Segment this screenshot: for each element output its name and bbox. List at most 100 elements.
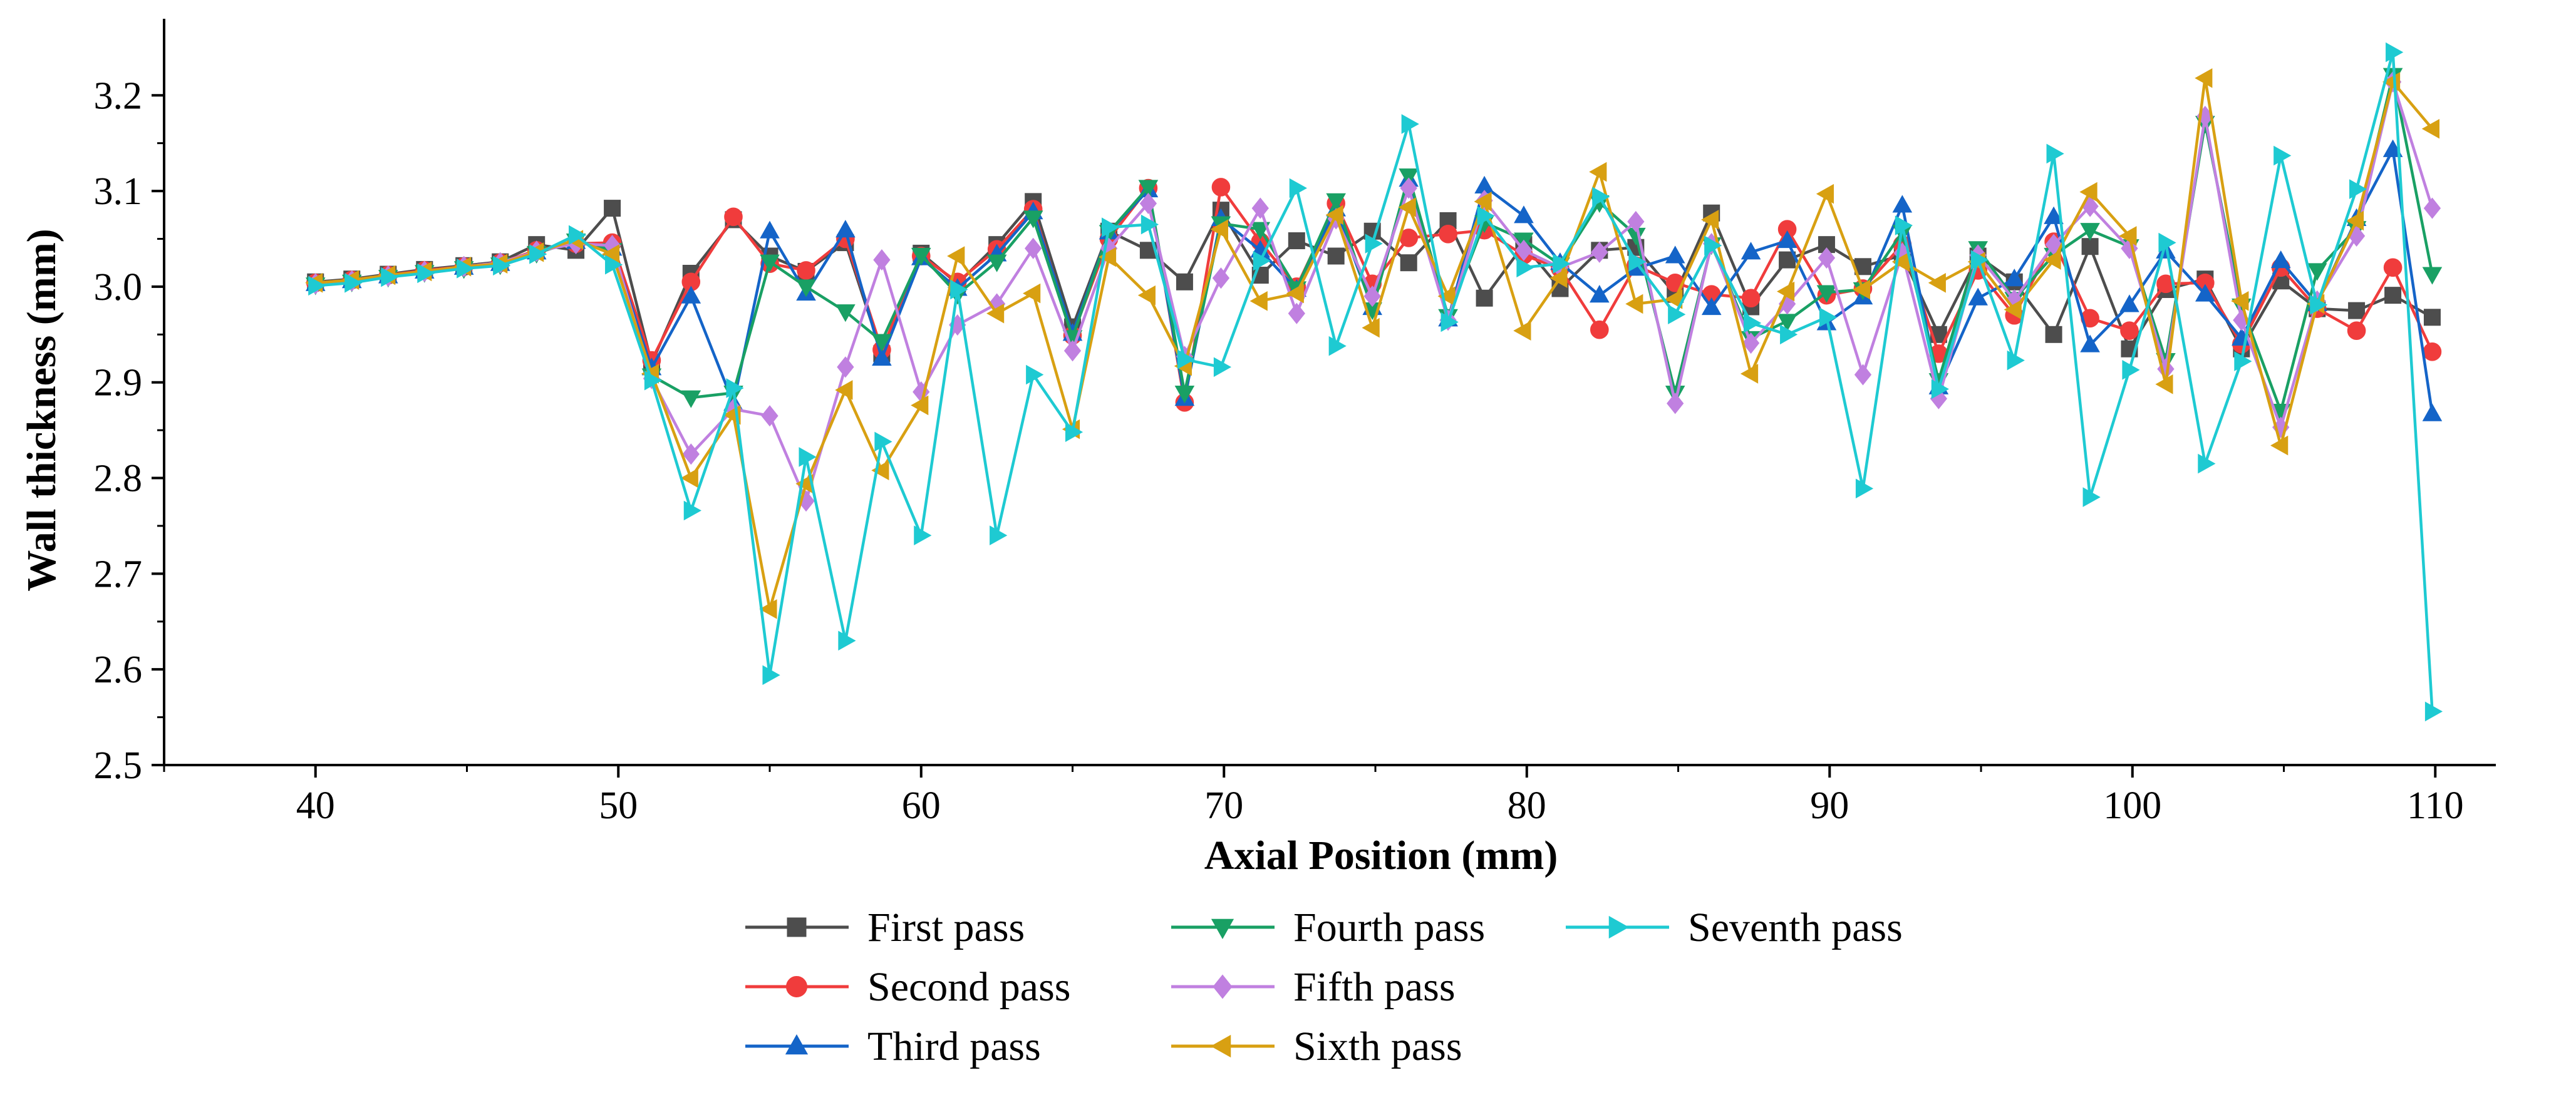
data-point xyxy=(2044,206,2064,224)
data-point xyxy=(1251,267,1269,284)
data-point xyxy=(1141,214,1159,235)
data-point xyxy=(873,249,891,271)
data-point xyxy=(2080,223,2100,241)
data-point xyxy=(1892,195,1913,213)
data-point xyxy=(1023,283,1041,304)
data-point xyxy=(2386,42,2404,63)
data-point xyxy=(761,405,778,427)
data-point xyxy=(835,220,856,238)
data-point xyxy=(2349,179,2367,199)
series-sixth-pass xyxy=(305,68,2440,619)
data-point xyxy=(990,525,1008,546)
x-tick-label: 60 xyxy=(902,784,941,827)
legend-swatch-marker xyxy=(1211,918,1234,940)
data-point xyxy=(872,347,892,366)
data-point xyxy=(683,500,701,521)
data-point xyxy=(2043,250,2061,270)
data-point xyxy=(1400,177,1417,199)
data-point xyxy=(2423,309,2441,326)
data-point xyxy=(762,665,780,686)
data-point xyxy=(2081,238,2099,255)
legend-label: Seventh pass xyxy=(1688,905,1903,950)
data-point xyxy=(605,254,623,275)
x-tick-label: 70 xyxy=(1204,784,1243,827)
legend-swatch-marker xyxy=(785,1034,809,1055)
data-point xyxy=(1741,242,1761,260)
data-point xyxy=(2004,299,2022,320)
data-point xyxy=(1025,237,1042,259)
data-point xyxy=(1363,285,1381,307)
data-point xyxy=(1780,324,1798,345)
data-point xyxy=(381,267,399,287)
data-point xyxy=(1589,162,1607,182)
data-point xyxy=(681,390,701,408)
data-point xyxy=(1741,289,1761,308)
y-tick-label: 2.9 xyxy=(94,362,143,404)
y-tick-label: 2.6 xyxy=(94,649,143,691)
data-point xyxy=(2004,269,2025,287)
y-tick-label: 2.7 xyxy=(94,553,143,595)
data-point xyxy=(2007,350,2025,371)
legend-entry: Fifth pass xyxy=(1171,964,1456,1010)
data-point xyxy=(2119,226,2137,246)
series-layer xyxy=(305,42,2443,722)
legend-label: Sixth pass xyxy=(1293,1024,1462,1069)
data-point xyxy=(759,599,777,619)
legend-entry: Fourth pass xyxy=(1171,905,1485,950)
data-point xyxy=(1928,272,1946,293)
data-point xyxy=(1250,222,1271,240)
data-point xyxy=(1968,287,1989,306)
x-tick-label: 110 xyxy=(2407,784,2464,827)
data-point xyxy=(1325,205,1343,225)
data-point xyxy=(1137,285,1156,306)
data-point xyxy=(796,279,816,297)
data-point xyxy=(871,460,889,481)
data-point xyxy=(1065,422,1084,442)
data-point xyxy=(1286,283,1304,304)
data-point xyxy=(682,443,700,465)
data-point xyxy=(2155,374,2173,394)
data-point xyxy=(1176,273,1193,290)
data-point xyxy=(1023,210,1043,229)
data-point xyxy=(1174,385,1195,404)
data-point xyxy=(2080,334,2100,352)
data-point xyxy=(1970,250,1989,270)
data-point xyxy=(2158,232,2176,253)
tick-labels: 40 50 60 70 80 90 100 110 2.5 2.6 2.7 2.8 2.9 3.0 3.1 3… xyxy=(94,75,2464,827)
data-point xyxy=(838,630,856,651)
data-point xyxy=(1744,313,1762,333)
data-point xyxy=(1668,304,1686,325)
data-point xyxy=(1742,332,1760,354)
data-point xyxy=(1101,217,1120,237)
data-point xyxy=(2234,351,2252,371)
y-axis-title: Wall thickness (mm) xyxy=(19,229,65,591)
data-point xyxy=(2423,342,2442,361)
data-point xyxy=(2384,287,2402,304)
data-point xyxy=(1289,178,1307,198)
series-fifth-pass xyxy=(307,71,2441,512)
data-point xyxy=(1400,254,1417,272)
data-point xyxy=(2045,326,2062,343)
data-point xyxy=(1818,247,1836,269)
legend-label: Third pass xyxy=(867,1024,1041,1069)
data-point xyxy=(1931,379,1949,399)
data-point xyxy=(1854,364,1872,386)
y-tick-label: 2.5 xyxy=(94,744,143,787)
data-point xyxy=(417,263,435,284)
data-point xyxy=(1627,210,1645,233)
data-point xyxy=(1213,357,1232,378)
legend-label: Fifth pass xyxy=(1293,964,1456,1010)
data-point xyxy=(1777,230,1798,249)
data-point xyxy=(1553,254,1571,274)
data-point xyxy=(1249,291,1268,311)
data-point xyxy=(1819,307,1838,327)
data-point xyxy=(760,254,780,272)
data-point xyxy=(1212,267,1230,289)
x-tick-label: 50 xyxy=(599,784,638,827)
data-point xyxy=(1098,247,1117,267)
data-point xyxy=(1063,340,1082,362)
data-point xyxy=(2346,210,2364,231)
data-point xyxy=(1211,178,1231,197)
data-point xyxy=(1365,234,1383,254)
